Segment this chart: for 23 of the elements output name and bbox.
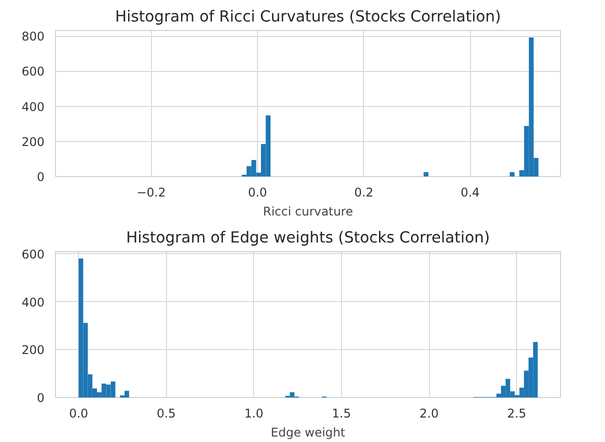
x-tick-label: 1.0 [244,406,264,420]
x-tick-label: 0.2 [354,186,374,200]
x-tick-label: 0.0 [248,186,268,200]
x-tick-label: 2.0 [420,406,439,420]
x-tick-label: 1.5 [332,406,352,420]
y-tick-label: 0 [36,170,45,184]
chart-title: Histogram of Edge weights (Stocks Correlation) [126,228,490,246]
y-tick-label: 600 [22,247,44,262]
x-axis-title: Ricci curvature [263,204,353,218]
x-tick-label: 0.5 [156,406,176,420]
x-tick-label: −0.2 [136,186,166,200]
x-tick-label: 0.4 [460,186,480,200]
chart-title: Histogram of Ricci Curvatures (Stocks Correlation) [115,8,501,26]
y-tick-label: 800 [22,30,44,44]
x-tick-label: 2.5 [507,406,526,420]
y-tick-label: 400 [22,100,44,114]
y-tick-label: 200 [22,343,44,358]
x-axis-title: Edge weight [270,426,346,440]
y-tick-label: 400 [22,295,44,310]
x-tick-label: 0.0 [69,406,88,420]
y-tick-label: 600 [22,64,44,79]
y-tick-label: 200 [22,134,44,149]
y-tick-label: 0 [36,391,45,405]
